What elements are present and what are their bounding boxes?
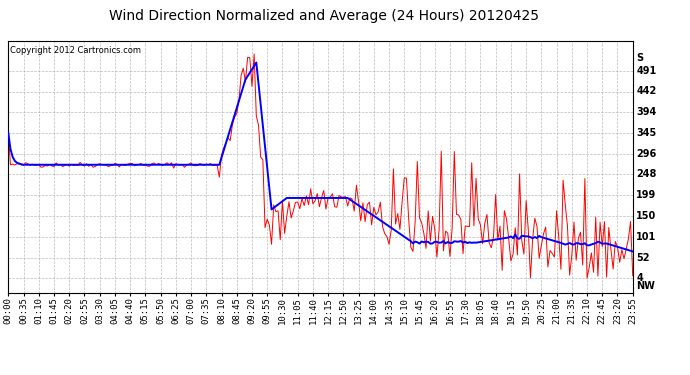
Text: 296: 296 — [636, 148, 656, 159]
Text: 101: 101 — [636, 232, 656, 242]
Text: 248: 248 — [636, 169, 657, 179]
Text: 199: 199 — [636, 190, 656, 200]
Text: 442: 442 — [636, 87, 656, 96]
Text: 4: 4 — [636, 273, 643, 283]
Text: 491: 491 — [636, 66, 656, 76]
Text: Wind Direction Normalized and Average (24 Hours) 20120425: Wind Direction Normalized and Average (2… — [109, 9, 540, 23]
Text: 394: 394 — [636, 107, 656, 117]
Text: Copyright 2012 Cartronics.com: Copyright 2012 Cartronics.com — [10, 46, 141, 55]
Text: 150: 150 — [636, 211, 656, 221]
Text: 52: 52 — [636, 253, 650, 262]
Text: NW: NW — [636, 281, 655, 291]
Text: 345: 345 — [636, 128, 656, 138]
Text: S: S — [636, 53, 643, 63]
